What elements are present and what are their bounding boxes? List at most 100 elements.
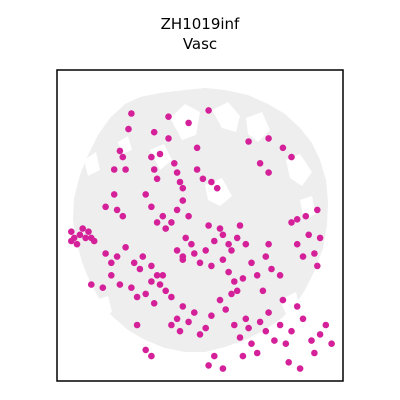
scatter-point bbox=[82, 234, 89, 242]
scatter-point bbox=[231, 321, 238, 329]
scatter-point bbox=[142, 191, 149, 198]
scatter-point bbox=[148, 153, 155, 161]
scatter-point bbox=[279, 144, 287, 152]
scatter-point bbox=[236, 222, 244, 229]
scatter-point bbox=[85, 228, 92, 235]
scatter-point bbox=[133, 293, 141, 301]
scatter-point bbox=[153, 175, 161, 183]
scatter-point bbox=[185, 212, 192, 220]
scatter-point bbox=[299, 253, 307, 260]
scatter-point bbox=[176, 178, 184, 186]
scatter-point bbox=[222, 306, 229, 313]
scatter-point bbox=[148, 203, 155, 211]
scatter-point bbox=[179, 197, 187, 204]
scatter-point bbox=[119, 212, 127, 220]
scatter-point bbox=[196, 259, 204, 267]
scatter-point bbox=[265, 169, 272, 176]
scatter-point bbox=[122, 244, 129, 251]
scatter-point bbox=[153, 272, 161, 279]
scatter-point bbox=[314, 262, 321, 270]
scatter-point bbox=[231, 278, 238, 285]
scatter-point bbox=[76, 231, 84, 239]
scatter-point bbox=[228, 247, 235, 254]
scatter-point bbox=[282, 340, 290, 348]
scatter-point bbox=[299, 315, 307, 323]
scatter-point bbox=[110, 166, 118, 173]
scatter-point bbox=[314, 206, 321, 214]
scatter-point bbox=[265, 240, 272, 248]
scatter-point bbox=[233, 287, 241, 295]
scatter-point bbox=[211, 352, 218, 360]
scatter-point bbox=[211, 237, 218, 245]
scatter-point bbox=[102, 203, 109, 211]
scatter-point bbox=[293, 216, 301, 223]
scatter-point bbox=[225, 240, 232, 248]
scatter-point bbox=[296, 365, 304, 372]
scatter-point bbox=[168, 219, 175, 226]
scatter-point bbox=[148, 278, 155, 285]
scatter-point bbox=[262, 327, 270, 335]
scatter-point bbox=[225, 268, 232, 276]
scatter-point bbox=[196, 331, 204, 338]
scatter-point bbox=[305, 231, 313, 239]
scatter-point bbox=[125, 125, 132, 133]
scatter-point bbox=[88, 281, 95, 288]
scatter-point bbox=[236, 334, 244, 341]
scatter-point bbox=[228, 290, 235, 298]
scatter-point bbox=[188, 240, 195, 248]
scatter-point bbox=[119, 153, 127, 161]
scatter-point bbox=[79, 225, 86, 232]
scatter-point bbox=[316, 331, 324, 338]
scatter-point bbox=[245, 138, 252, 145]
scatter-point bbox=[148, 352, 155, 360]
scatter-point bbox=[68, 237, 75, 245]
scatter-point bbox=[328, 340, 335, 348]
scatter-point bbox=[245, 324, 252, 332]
highlighted-points bbox=[68, 107, 335, 372]
scatter-point bbox=[150, 128, 158, 136]
scatter-point bbox=[271, 337, 278, 344]
scatter-point bbox=[156, 281, 164, 288]
scatter-point bbox=[168, 321, 175, 329]
scatter-point bbox=[265, 309, 272, 316]
scatter-point bbox=[316, 234, 324, 242]
scatter-point bbox=[285, 359, 293, 366]
scatter-point bbox=[133, 321, 141, 329]
scatter-point bbox=[239, 352, 247, 360]
scatter-point bbox=[150, 166, 158, 173]
scatter-point bbox=[308, 337, 315, 344]
scatter-point bbox=[130, 259, 138, 267]
scatter-point bbox=[293, 240, 301, 248]
scatter-point bbox=[128, 110, 135, 117]
scatter-point bbox=[148, 262, 155, 270]
scatter-point bbox=[262, 253, 270, 260]
scatter-point bbox=[139, 253, 147, 260]
scatter-point bbox=[288, 327, 295, 335]
scatter-point bbox=[293, 303, 301, 310]
scatter-point bbox=[191, 309, 198, 316]
scatter-point bbox=[193, 144, 201, 152]
scatter-point bbox=[168, 293, 175, 301]
scatter-point bbox=[199, 175, 207, 183]
scatter-point bbox=[68, 228, 75, 235]
scatter-point bbox=[171, 160, 178, 167]
scatter-point bbox=[176, 327, 184, 335]
scatter-point bbox=[102, 250, 109, 257]
scatter-point bbox=[256, 160, 264, 167]
scatter-point bbox=[156, 150, 164, 158]
scatter-point bbox=[248, 340, 255, 348]
scatter-point bbox=[219, 365, 227, 372]
scatter-point bbox=[142, 346, 149, 354]
scatter-point bbox=[122, 166, 129, 173]
scatter-point bbox=[191, 250, 198, 257]
scatter-point bbox=[159, 212, 167, 220]
scatter-point bbox=[288, 153, 295, 161]
plot-frame bbox=[56, 69, 344, 382]
scatter-point bbox=[322, 321, 330, 329]
chart-subtitle: Vasc bbox=[182, 35, 218, 53]
scatter-point bbox=[256, 318, 264, 326]
scatter-point bbox=[216, 296, 224, 304]
scatter-point bbox=[173, 315, 181, 323]
scatter-point bbox=[253, 349, 261, 357]
scatter-point bbox=[179, 184, 187, 192]
